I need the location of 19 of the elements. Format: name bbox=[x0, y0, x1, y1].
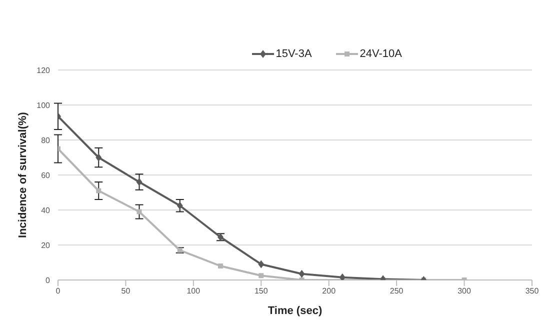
x-tick-label: 50 bbox=[121, 286, 131, 296]
y-tick-label: 120 bbox=[36, 66, 51, 75]
x-tick-label: 100 bbox=[186, 286, 201, 296]
y-tick-label: 80 bbox=[41, 136, 51, 145]
y-axis-title: Incidence of survival(%) bbox=[16, 112, 29, 238]
legend-label: 15V-3A bbox=[274, 48, 312, 60]
y-tick-label: 60 bbox=[41, 170, 51, 180]
x-tick-label: 350 bbox=[525, 286, 540, 296]
y-tick-label: 0 bbox=[46, 276, 51, 285]
x-tick-label: 250 bbox=[390, 286, 404, 296]
y-tick-label: 20 bbox=[41, 240, 51, 250]
x-tick-label: 300 bbox=[458, 286, 472, 296]
y-tick-label: 100 bbox=[36, 100, 51, 110]
x-tick-label: 150 bbox=[254, 286, 268, 296]
x-tick-label: 0 bbox=[56, 286, 61, 296]
y-tick-label: 40 bbox=[41, 206, 51, 215]
x-tick-label: 200 bbox=[322, 286, 336, 296]
legend-label: 24V-10A bbox=[358, 48, 402, 60]
x-axis-title: Time (sec) bbox=[268, 305, 322, 317]
